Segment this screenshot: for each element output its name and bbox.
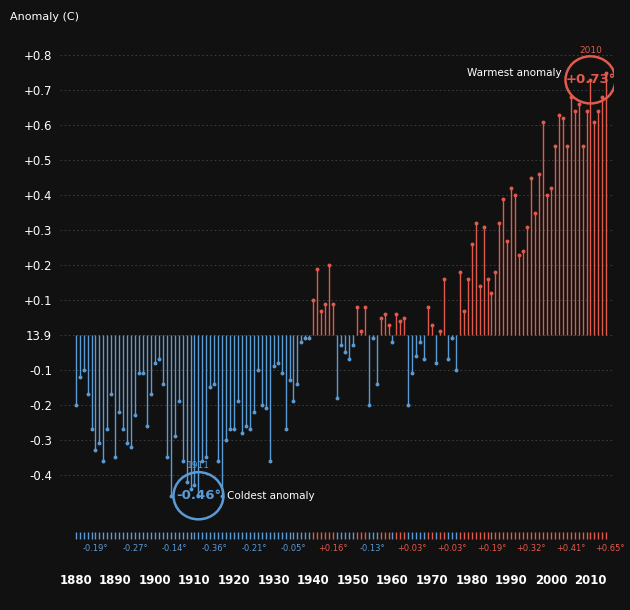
Text: -0.27°: -0.27° [122, 544, 148, 553]
Text: -0.14°: -0.14° [162, 544, 188, 553]
Text: -0.05°: -0.05° [281, 544, 306, 553]
Text: +0.03°: +0.03° [398, 544, 427, 553]
Text: -0.46°: -0.46° [176, 489, 221, 502]
Text: +0.19°: +0.19° [477, 544, 506, 553]
Text: -0.19°: -0.19° [83, 544, 108, 553]
Text: +0.41°: +0.41° [556, 544, 585, 553]
Text: +0.32°: +0.32° [517, 544, 546, 553]
Text: Anomaly (C): Anomaly (C) [10, 12, 79, 23]
Text: +0.65°: +0.65° [595, 544, 625, 553]
Text: +0.16°: +0.16° [318, 544, 348, 553]
Text: +0.03°: +0.03° [437, 544, 467, 553]
Text: 2010: 2010 [579, 46, 602, 54]
Text: -0.36°: -0.36° [202, 544, 227, 553]
Text: -0.21°: -0.21° [241, 544, 266, 553]
Text: -0.13°: -0.13° [360, 544, 386, 553]
Text: +0.73°: +0.73° [565, 73, 616, 87]
Text: Coldest anomaly: Coldest anomaly [227, 491, 315, 501]
Text: 1911: 1911 [187, 461, 210, 470]
Text: Warmest anomaly: Warmest anomaly [467, 68, 561, 78]
